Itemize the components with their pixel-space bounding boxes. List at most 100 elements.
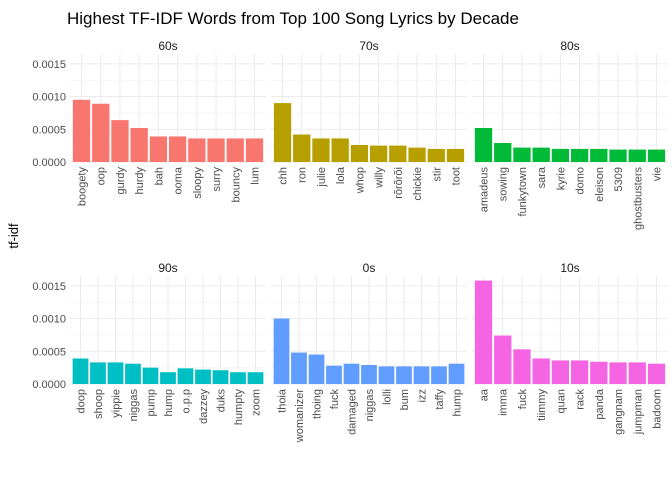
bar-10s-aa xyxy=(474,280,493,384)
bar-80s-vie xyxy=(647,149,666,162)
bar-70s-willy xyxy=(369,145,388,162)
category-tick-label: shoop xyxy=(93,389,105,419)
panel-90s: 90s doop shoop yippie niggas pump hump o.p.p daz… xyxy=(32,261,266,425)
category-tick-label: jumpman xyxy=(632,389,644,435)
category-tick-label: fuck xyxy=(517,389,529,410)
bar-90s-niggas xyxy=(125,363,141,384)
category-tick-label: oop xyxy=(96,167,108,185)
bar-90s-shoop xyxy=(90,362,106,384)
bar-90s-duks xyxy=(212,370,229,384)
category-tick-label: niggas xyxy=(364,389,376,422)
panel-0s: 0s thoia womanizer thoing fuck damaged niggas l… xyxy=(271,261,467,443)
y-tick-label: 0.0015 xyxy=(32,281,66,293)
bar-80s-sara xyxy=(532,147,550,162)
category-tick-label: 5309 xyxy=(613,167,625,191)
category-tick-label: kyrie xyxy=(555,167,567,190)
bar-80s-eleison xyxy=(590,148,608,162)
facet-label: 10s xyxy=(560,261,579,275)
bar-0s-thoing xyxy=(308,354,325,384)
facet-label: 70s xyxy=(359,39,378,53)
bar-10s-quan xyxy=(551,360,570,384)
category-tick-label: domo xyxy=(575,167,587,195)
bar-70s-lola xyxy=(331,138,349,162)
bar-90s-zoom xyxy=(247,372,264,384)
bar-10s-gangnam xyxy=(609,362,627,384)
bar-80s-kyrie xyxy=(551,148,570,162)
category-tick-label: humpty xyxy=(233,389,245,426)
category-tick-label: surry xyxy=(211,167,223,192)
category-tick-label: amadeus xyxy=(479,167,491,213)
bar-60s-bah xyxy=(149,136,168,162)
category-tick-label: fuck xyxy=(329,389,341,410)
y-tick-label: 0.0000 xyxy=(32,157,66,169)
bar-90s-doop xyxy=(72,358,89,384)
facet-label: 80s xyxy=(560,39,579,53)
bar-10s-rack xyxy=(570,360,589,384)
bar-60s-oop xyxy=(92,103,110,162)
chart-title: Highest TF-IDF Words from Top 100 Song L… xyxy=(67,9,519,28)
category-tick-label: doop xyxy=(76,389,88,413)
bar-70s-chh xyxy=(273,103,292,162)
category-tick-label: taffy xyxy=(434,389,446,410)
bar-10s-tiimmy xyxy=(532,358,550,384)
bar-80s-sowing xyxy=(494,143,512,162)
category-tick-label: ghostbusters xyxy=(632,167,644,230)
category-tick-label: dazzey xyxy=(198,389,210,424)
category-tick-label: pump xyxy=(146,389,158,417)
y-tick-label: 0.0005 xyxy=(32,124,66,136)
category-tick-label: yippie xyxy=(111,389,123,418)
category-tick-label: willy xyxy=(374,167,386,189)
y-tick-label: 0.0015 xyxy=(32,59,66,71)
category-tick-label: thoing xyxy=(312,389,324,419)
category-tick-label: imma xyxy=(498,388,510,416)
bar-80s-funkytown xyxy=(513,147,531,162)
y-tick-label: 0.0010 xyxy=(32,314,66,326)
bar-70s-ron xyxy=(293,134,311,162)
category-tick-label: julie xyxy=(316,167,328,188)
category-tick-label: o.p.p xyxy=(181,389,193,413)
category-tick-label: ron xyxy=(297,167,309,183)
bar-60s-bouncy xyxy=(226,138,244,162)
panels: 60s boogety oop gurdy hurdy bah ooma sloopy surr… xyxy=(32,39,668,443)
category-tick-label: zoom xyxy=(251,389,263,416)
bar-0s-lolli xyxy=(378,366,395,384)
y-tick-label: 0.0010 xyxy=(32,92,66,104)
bar-70s-toot xyxy=(446,148,465,162)
bar-0s-taffy xyxy=(431,366,447,384)
category-tick-label: panda xyxy=(594,388,606,419)
category-tick-label: rõrõrõi xyxy=(393,167,405,199)
category-tick-label: bum xyxy=(399,389,411,410)
category-tick-label: sara xyxy=(536,166,548,188)
bar-60s-gurdy xyxy=(111,120,129,162)
category-tick-label: womanizer xyxy=(294,389,306,444)
y-axis-label: tf-idf xyxy=(6,223,21,249)
bar-10s-badoom xyxy=(647,363,666,384)
category-tick-label: izz xyxy=(417,389,429,402)
bar-60s-ooma xyxy=(168,136,187,162)
facet-label: 90s xyxy=(158,261,177,275)
category-tick-label: toot xyxy=(450,167,462,185)
bar-90s-yippie xyxy=(107,362,124,384)
bar-60s-hurdy xyxy=(130,127,148,162)
bar-0s-womanizer xyxy=(291,352,307,384)
bar-90s-pump xyxy=(142,367,159,384)
category-tick-label: eleison xyxy=(594,167,606,202)
bar-0s-damaged xyxy=(343,363,360,384)
category-tick-label: chickie xyxy=(412,167,424,201)
category-tick-label: quan xyxy=(555,389,567,413)
category-tick-label: boogety xyxy=(77,167,89,207)
category-tick-label: aa xyxy=(479,388,491,401)
category-tick-label: gangnam xyxy=(613,389,625,435)
bar-0s-thoia xyxy=(273,318,290,384)
category-tick-label: tiimmy xyxy=(536,389,548,421)
category-tick-label: lola xyxy=(335,166,347,184)
bar-90s-hump xyxy=(160,372,176,384)
category-tick-label: hump xyxy=(163,389,175,417)
category-tick-label: rack xyxy=(575,389,587,410)
facet-label: 60s xyxy=(158,39,177,53)
category-tick-label: whop xyxy=(354,167,366,194)
bar-70s-chickie xyxy=(408,147,426,162)
category-tick-label: thoia xyxy=(277,388,289,413)
category-tick-label: duks xyxy=(216,389,228,413)
category-tick-label: lum xyxy=(249,167,261,185)
